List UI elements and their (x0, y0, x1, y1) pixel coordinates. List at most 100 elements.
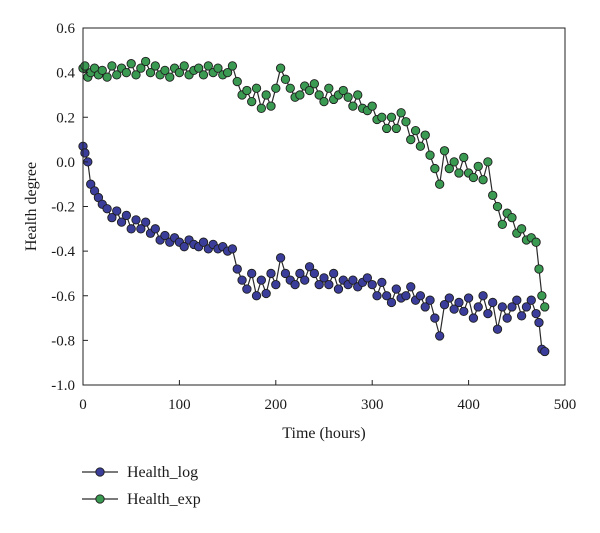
data-point (478, 175, 488, 185)
data-point (102, 72, 112, 82)
data-point (328, 268, 339, 279)
data-point (237, 275, 247, 285)
data-point (280, 74, 291, 84)
data-point (391, 123, 401, 134)
data-point (304, 262, 315, 272)
data-point (256, 103, 266, 113)
data-point (107, 61, 117, 71)
data-point (463, 293, 474, 303)
y-tick-label: 0.6 (56, 21, 75, 37)
data-point (425, 295, 435, 305)
data-point (401, 291, 411, 301)
data-point (444, 163, 454, 174)
data-point (386, 112, 397, 122)
legend-marker (95, 467, 105, 477)
x-tick-label: 500 (554, 397, 577, 413)
data-point (261, 90, 271, 100)
x-axis: 0 100 200 300 400 500 (79, 380, 576, 413)
data-point (516, 224, 527, 234)
data-point (540, 302, 550, 312)
data-point (333, 284, 344, 294)
y-tick-label: -1.0 (51, 378, 75, 394)
data-point (502, 313, 512, 323)
data-point (406, 134, 416, 145)
y-axis: -1.0 -0.8 -0.6 -0.4 -0.2 0.0 0.2 0.4 0.6 (51, 21, 88, 394)
data-point (430, 163, 440, 174)
data-point (415, 141, 426, 151)
data-point (372, 291, 382, 301)
y-tick-label: 0.4 (56, 66, 75, 82)
y-tick-label: -0.8 (51, 333, 75, 349)
data-point (121, 210, 132, 221)
data-point (198, 237, 209, 247)
data-point (507, 213, 517, 223)
data-point (348, 275, 358, 285)
data-point (275, 253, 286, 263)
y-tick-label: -0.2 (51, 200, 75, 216)
data-point (459, 152, 469, 163)
series-Health_log (78, 141, 550, 357)
data-point (338, 85, 348, 96)
data-point (425, 150, 435, 160)
data-point (454, 168, 464, 178)
data-point (449, 304, 459, 314)
x-axis-title: Time (hours) (282, 425, 365, 442)
data-point (271, 279, 281, 290)
data-point (382, 291, 392, 301)
data-point (430, 313, 440, 323)
data-point (222, 67, 233, 78)
legend-item: Health_log (82, 464, 198, 481)
data-point (285, 83, 295, 93)
legend-item: Health_exp (82, 491, 201, 508)
data-point (256, 275, 266, 285)
data-point (492, 324, 503, 334)
data-point (488, 297, 498, 308)
data-point (247, 268, 257, 279)
data-point (534, 264, 544, 274)
x-tick-label: 0 (79, 397, 87, 413)
data-point (261, 288, 271, 299)
data-point (97, 65, 107, 76)
data-point (420, 130, 430, 140)
data-point (150, 224, 160, 234)
data-point (367, 101, 377, 111)
data-point (410, 125, 421, 136)
data-point (266, 268, 276, 279)
data-point (251, 83, 262, 93)
x-tick-label: 400 (457, 397, 480, 413)
data-point (271, 83, 281, 93)
legend-label: Health_log (127, 464, 198, 481)
data-point (131, 70, 141, 80)
data-point (459, 306, 469, 317)
y-axis-title: Health degree (23, 162, 40, 251)
legend-label: Health_exp (127, 491, 201, 508)
data-point (382, 123, 392, 134)
data-point (232, 264, 242, 274)
data-point (126, 224, 136, 234)
data-point (309, 268, 320, 279)
data-point (353, 90, 363, 100)
data-point (80, 148, 90, 158)
data-point (531, 308, 541, 319)
data-point (478, 291, 488, 301)
data-point (473, 161, 483, 171)
data-point (439, 300, 450, 310)
data-point (227, 244, 238, 254)
data-point (454, 297, 464, 308)
data-point (473, 302, 483, 312)
data-point (319, 273, 329, 283)
data-point (194, 63, 204, 73)
data-point (516, 311, 527, 321)
data-point (266, 101, 276, 111)
data-point (300, 275, 310, 285)
data-point (295, 268, 305, 279)
data-point (483, 157, 493, 167)
data-point (247, 96, 257, 107)
data-point (227, 61, 238, 71)
data-point (141, 56, 151, 67)
plot-area (78, 56, 550, 357)
x-tick-label: 200 (265, 397, 288, 413)
data-point (145, 67, 156, 78)
data-point (468, 172, 479, 183)
data-point (314, 90, 324, 100)
